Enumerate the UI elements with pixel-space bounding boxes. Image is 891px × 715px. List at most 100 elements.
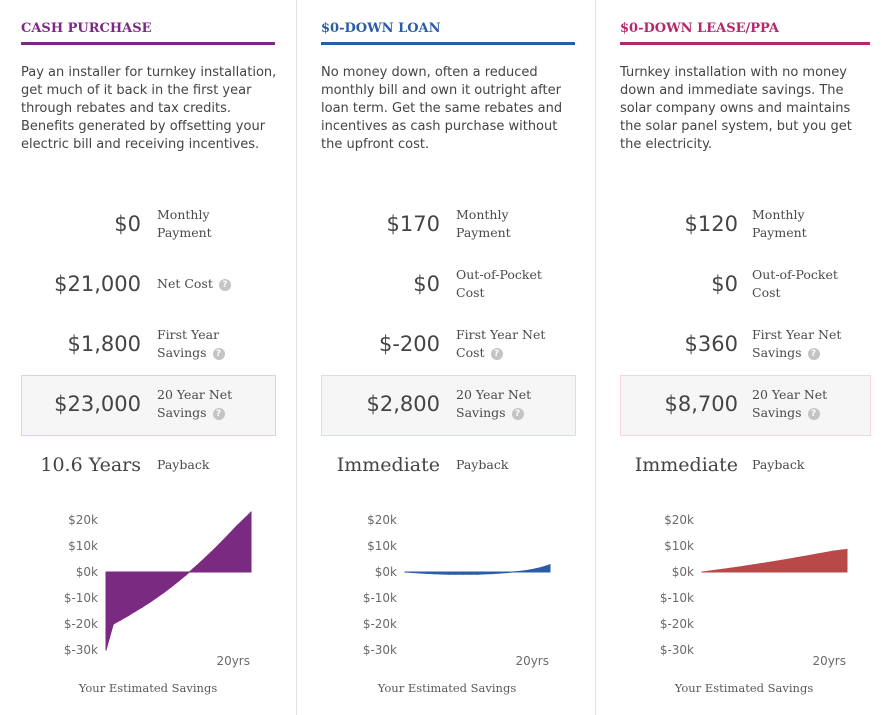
data-point bbox=[715, 569, 718, 571]
metric-label: First Year Net Cost? bbox=[456, 326, 545, 362]
metric-label-text: Savings bbox=[752, 405, 802, 420]
metric-label: Out-of-Pocket Cost bbox=[456, 266, 542, 302]
metric-row: $120 Monthly Payment bbox=[0, 204, 891, 244]
metric-label-text: Savings bbox=[157, 405, 207, 420]
data-point bbox=[433, 573, 435, 575]
metric-label-text: First Year bbox=[157, 327, 220, 342]
metric-label-line: First Year bbox=[157, 326, 225, 344]
metric-label-line: Payment bbox=[456, 224, 511, 242]
data-point bbox=[701, 571, 703, 573]
metric-label: First Year Net Savings? bbox=[752, 326, 841, 362]
metric-label-line: Payback bbox=[456, 456, 508, 474]
help-question-icon[interactable]: ? bbox=[511, 407, 524, 420]
data-point bbox=[134, 610, 136, 613]
x-axis-end-label: 20yrs bbox=[812, 654, 846, 668]
data-point bbox=[105, 649, 107, 651]
metric-label: Payback bbox=[752, 456, 804, 474]
data-point bbox=[752, 564, 754, 566]
data-point bbox=[759, 563, 761, 565]
help-question-icon[interactable]: ? bbox=[218, 278, 231, 291]
metric-label-text: Payback bbox=[456, 457, 509, 472]
metric-label-text: Net Cost bbox=[157, 276, 213, 291]
metric-label-text: Payback bbox=[157, 457, 210, 472]
y-tick-label: $10k bbox=[367, 539, 397, 553]
data-point bbox=[206, 555, 209, 557]
help-question-icon[interactable]: ? bbox=[212, 407, 225, 420]
metric-label: 20 Year Net Savings? bbox=[157, 386, 232, 422]
metric-value: Immediate bbox=[336, 454, 440, 476]
metric-label-line: Monthly bbox=[752, 206, 807, 224]
description-line: Turnkey installation with no money bbox=[620, 65, 847, 80]
metric-label-line: Payback bbox=[752, 456, 804, 474]
metric-label: Payback bbox=[157, 456, 209, 474]
data-point bbox=[455, 573, 457, 575]
metric-label-line: Monthly bbox=[157, 206, 212, 224]
metric-row: $8,700 20 Year Net Savings? bbox=[0, 384, 891, 424]
metric-label: Monthly Payment bbox=[752, 206, 807, 242]
metric-label-line: 20 Year Net bbox=[456, 386, 531, 404]
description-line: the electricity. bbox=[620, 137, 713, 152]
y-tick-label: $20k bbox=[664, 513, 694, 527]
help-question-icon[interactable]: ? bbox=[212, 347, 225, 360]
metric-label-line: Payback bbox=[157, 456, 209, 474]
help-question-icon[interactable]: ? bbox=[490, 347, 503, 360]
metric-label-text: Payback bbox=[752, 457, 805, 472]
data-point bbox=[737, 566, 739, 568]
metric-label: Net Cost? bbox=[157, 275, 231, 293]
metric-row: $23,000 20 Year Net Savings? bbox=[0, 384, 891, 424]
data-point bbox=[141, 606, 143, 608]
metric-row: $0 Out-of-Pocket Cost bbox=[0, 264, 891, 304]
option-zero-down-loan: $0-DOWN LOAN No money down, often a redu… bbox=[296, 0, 595, 715]
option-cash-purchase: CASH PURCHASE Pay an installer for turnk… bbox=[0, 0, 295, 715]
chart-caption: Your Estimated Savings bbox=[377, 681, 517, 695]
metric-label-text: Payment bbox=[752, 225, 807, 240]
data-point bbox=[119, 619, 122, 621]
metric-label-text: Monthly bbox=[752, 207, 805, 222]
metric-value: Immediate bbox=[634, 454, 738, 476]
metric-value: $8,700 bbox=[664, 392, 738, 416]
column-title: CASH PURCHASE bbox=[21, 21, 152, 36]
data-point bbox=[730, 567, 732, 569]
y-tick-label: $0k bbox=[672, 565, 694, 579]
data-point bbox=[426, 572, 428, 574]
metric-value: $0 bbox=[711, 272, 738, 296]
y-tick-label: $20k bbox=[367, 513, 397, 527]
y-tick-label: $-30k bbox=[64, 643, 98, 657]
data-point bbox=[440, 573, 442, 575]
metric-label-text: Savings bbox=[456, 405, 506, 420]
data-point bbox=[192, 568, 194, 570]
metric-label-text: Cost bbox=[456, 345, 485, 360]
help-question-icon[interactable]: ? bbox=[807, 347, 820, 360]
metric-value: $360 bbox=[684, 332, 738, 356]
metric-label-line: 20 Year Net bbox=[752, 386, 827, 404]
data-point bbox=[491, 573, 493, 575]
metric-label-text: Cost bbox=[456, 285, 485, 300]
description-line: loan term. Get the same rebates and bbox=[321, 101, 563, 116]
data-point bbox=[476, 573, 479, 575]
metric-row: $170 Monthly Payment bbox=[0, 204, 891, 244]
savings-chart: $20k $10k $0k $-10k $-20k $-30k 20yrs bbox=[660, 513, 848, 668]
highlight-box bbox=[321, 375, 576, 436]
y-tick-label: $-10k bbox=[363, 591, 397, 605]
title-underline bbox=[321, 42, 575, 45]
data-point bbox=[839, 549, 841, 551]
data-point bbox=[534, 568, 537, 570]
data-point bbox=[447, 573, 450, 575]
metric-label-text: 20 Year Net bbox=[456, 387, 532, 402]
metric-label-text: Monthly bbox=[456, 207, 509, 222]
data-point bbox=[831, 550, 834, 552]
metric-label-line: Cost bbox=[456, 284, 542, 302]
option-zero-down-lease: $0-DOWN LEASE/PPA Turnkey installation w… bbox=[595, 0, 891, 715]
description-line: No money down, often a reduced bbox=[321, 65, 538, 80]
metric-row: 10.6 Years Payback bbox=[0, 445, 891, 485]
y-tick-label: $10k bbox=[68, 539, 98, 553]
data-point bbox=[744, 565, 747, 567]
savings-chart: $20k $10k $0k $-10k $-20k $-30k 20yrs bbox=[64, 511, 252, 668]
data-point bbox=[462, 573, 464, 575]
column-description: Turnkey installation with no money down … bbox=[620, 64, 882, 154]
metric-label-line: Out-of-Pocket bbox=[752, 266, 838, 284]
help-question-icon[interactable]: ? bbox=[807, 407, 820, 420]
metric-label: 20 Year Net Savings? bbox=[752, 386, 827, 422]
metric-label-text: Cost bbox=[752, 285, 781, 300]
metric-label-line: Payment bbox=[752, 224, 807, 242]
